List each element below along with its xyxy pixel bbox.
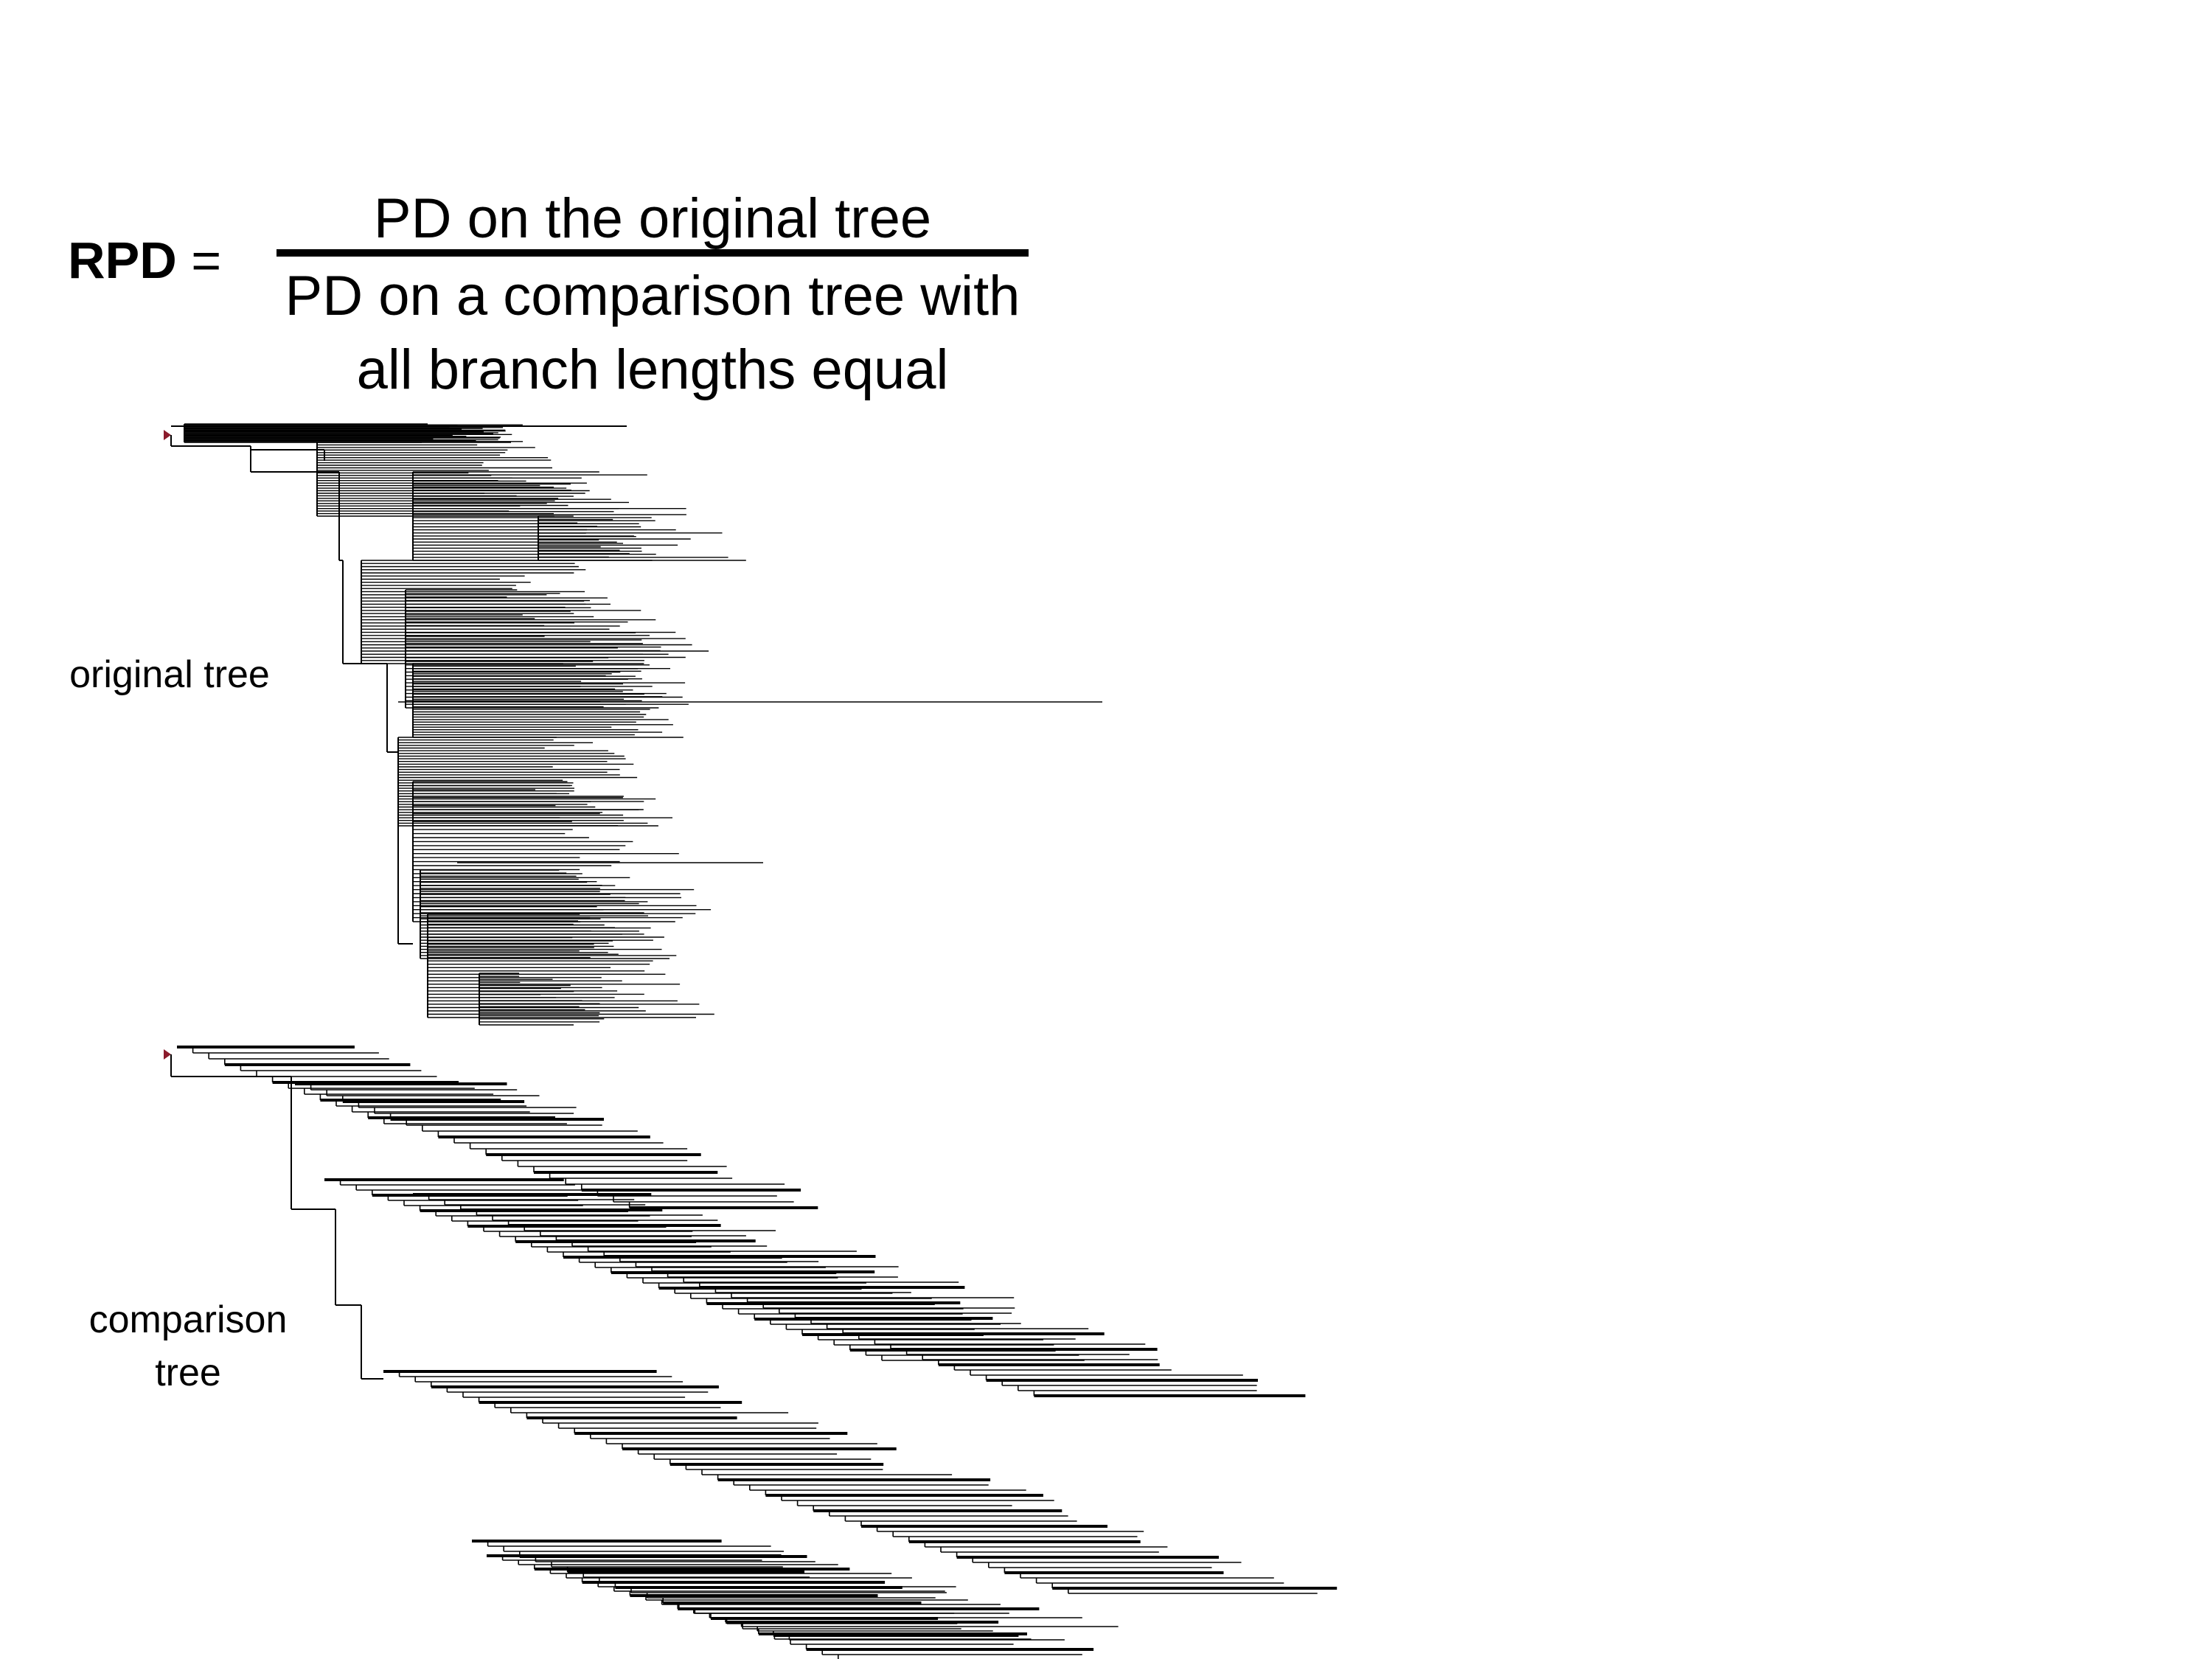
root-marker xyxy=(164,430,171,440)
denominator-line-2: all branch lengths equal xyxy=(356,338,949,402)
original-tree-label: original tree xyxy=(69,653,270,696)
fraction-numerator: PD on the original tree xyxy=(373,187,932,250)
rpd-label: RPD = xyxy=(68,234,221,286)
fraction-denominator: PD on a comparison tree with all branch … xyxy=(276,260,1029,408)
denominator-line-1: PD on a comparison tree with xyxy=(285,265,1020,327)
rpd-symbol: RPD xyxy=(68,232,177,289)
comparison-label-line-1: comparison xyxy=(88,1298,288,1341)
equals-sign: = xyxy=(176,232,222,289)
comparison-root-marker xyxy=(164,1049,171,1060)
comparison-tree-label: comparison tree xyxy=(74,1294,302,1400)
comparison-label-line-2: tree xyxy=(155,1351,221,1394)
fraction-bar xyxy=(276,249,1029,257)
